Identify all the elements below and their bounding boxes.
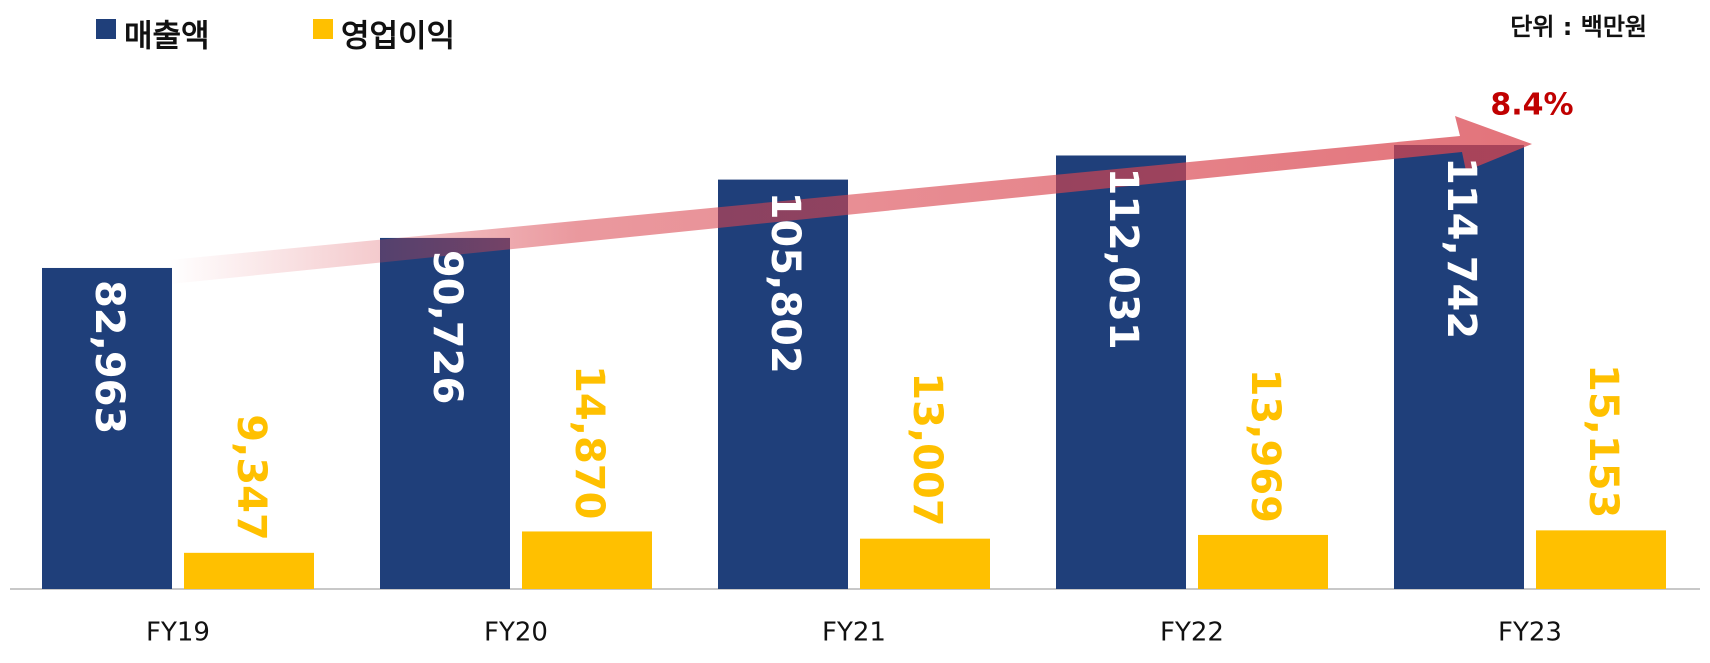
bar <box>1394 145 1524 589</box>
bar <box>184 552 314 589</box>
x-tick-label: FY22 <box>1160 618 1224 648</box>
x-tick-label: FY20 <box>484 618 548 648</box>
legend-swatch <box>96 19 116 39</box>
unit-note: 단위 : 백만원 <box>1510 13 1647 41</box>
legend-label: 매출액 <box>124 19 210 55</box>
bar <box>380 237 510 589</box>
value-label: 112,031 <box>1100 167 1146 349</box>
legend-swatch <box>313 19 333 39</box>
label-layer: 82,963 90,726 105,802 112,031 114,742 9,347 14… <box>86 157 1626 541</box>
bar-layer <box>42 145 1666 589</box>
x-tick-label: FY23 <box>1498 618 1562 648</box>
x-tick-label: FY19 <box>146 618 210 648</box>
value-label: 105,802 <box>762 192 808 374</box>
value-label: 9,347 <box>228 414 274 541</box>
value-label: 13,969 <box>1242 369 1288 523</box>
bar <box>718 179 848 589</box>
growth-arrow <box>169 116 1532 284</box>
growth-annotation: 8.4% <box>1490 88 1573 123</box>
value-label: 114,742 <box>1438 157 1484 339</box>
value-label: 15,153 <box>1580 364 1626 518</box>
value-label: 90,726 <box>424 250 470 404</box>
value-label: 14,870 <box>566 365 612 519</box>
bar <box>1198 534 1328 589</box>
bar <box>522 531 652 589</box>
bar <box>42 267 172 589</box>
bar <box>860 538 990 589</box>
bar <box>1056 155 1186 589</box>
value-label: 82,963 <box>86 280 132 434</box>
value-label: 13,007 <box>904 372 950 526</box>
x-tick-label: FY21 <box>822 618 886 648</box>
bar <box>1536 530 1666 589</box>
legend-label: 영업이익 <box>341 19 455 55</box>
